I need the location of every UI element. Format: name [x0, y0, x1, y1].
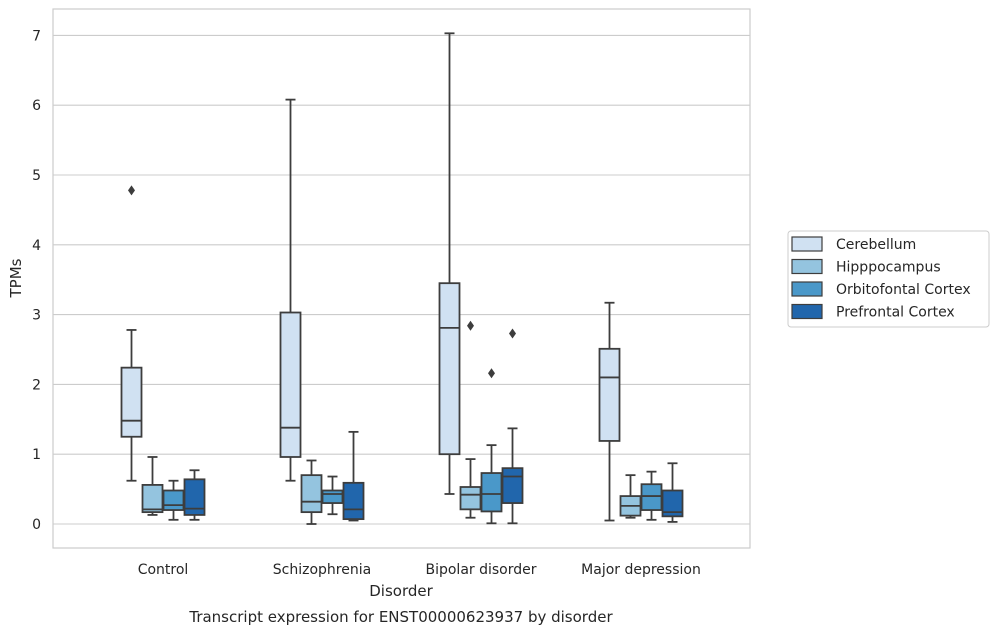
y-tick-label: 6 [32, 98, 41, 114]
outlier-point [509, 328, 516, 339]
box-body [640, 483, 663, 511]
outlier-point [488, 368, 495, 379]
box-body [141, 484, 164, 514]
legend-label: Orbitofontal Cortex [836, 282, 971, 298]
box-body [183, 478, 206, 516]
outlier-point [467, 320, 474, 331]
box-orbitofontal-cortex [640, 470, 663, 521]
box-orbitofontal-cortex [162, 479, 185, 521]
y-tick-label: 2 [32, 377, 41, 393]
box-body [438, 282, 461, 456]
legend-swatch [791, 281, 823, 297]
box-hipppocampus [300, 459, 323, 525]
legend-swatch [791, 303, 823, 320]
box-body [501, 467, 524, 504]
box-orbitofontal-cortex [321, 475, 344, 516]
x-tick-label: Major depression [581, 562, 701, 578]
y-tick-label: 5 [32, 168, 41, 184]
box-prefrontal-cortex [501, 328, 524, 525]
boxes [120, 32, 684, 525]
box-prefrontal-cortex [661, 462, 684, 523]
y-tick-label: 3 [32, 308, 41, 324]
legend-swatch [791, 236, 823, 252]
box-body [300, 474, 323, 514]
box-cerebellum [120, 185, 143, 482]
box-body [480, 472, 503, 513]
box-cerebellum [279, 98, 302, 482]
box-orbitofontal-cortex [480, 368, 503, 525]
legend-label: Cerebellum [836, 237, 916, 253]
legend-swatch [791, 258, 823, 275]
box-hipppocampus [619, 474, 642, 519]
legend: Cerebellum Hipppocampus Orbitofontal Corte… [787, 230, 990, 328]
box-body [279, 311, 302, 458]
y-axis-label: TPMs [7, 258, 25, 298]
box-prefrontal-cortex [342, 430, 365, 522]
box-hipppocampus [141, 456, 164, 516]
x-tick-label: Control [138, 562, 189, 578]
box-body [321, 489, 344, 504]
box-body [342, 481, 365, 521]
y-tick-label: 4 [32, 238, 41, 254]
y-tick-labels: 0 1 2 3 4 5 6 7 [32, 28, 41, 533]
x-axis-label: Disorder [369, 582, 433, 600]
plot-frame [52, 8, 751, 549]
y-tick-label: 7 [32, 28, 41, 44]
box-cerebellum [598, 301, 621, 522]
legend-label: Hipppocampus [836, 260, 941, 276]
box-body [661, 489, 684, 518]
chart-title: Transcript expression for ENST0000062393… [188, 608, 613, 626]
box-body [598, 347, 621, 442]
x-tick-label: Bipolar disorder [425, 562, 536, 578]
box-body [120, 366, 143, 438]
y-tick-label: 0 [32, 517, 41, 533]
box-hipppocampus [459, 320, 482, 519]
x-tick-labels: Control Schizophrenia Bipolar disorder Majo… [138, 562, 701, 578]
legend-frame [787, 230, 990, 328]
box-body [162, 489, 185, 511]
box-cerebellum [438, 32, 461, 495]
y-tick-label: 1 [32, 447, 41, 463]
x-tick-label: Schizophrenia [273, 562, 371, 578]
box-body [459, 486, 482, 511]
outlier-point [128, 185, 135, 196]
legend-label: Prefrontal Cortex [836, 305, 955, 321]
grid-lines [53, 34, 750, 525]
box-prefrontal-cortex [183, 469, 206, 521]
